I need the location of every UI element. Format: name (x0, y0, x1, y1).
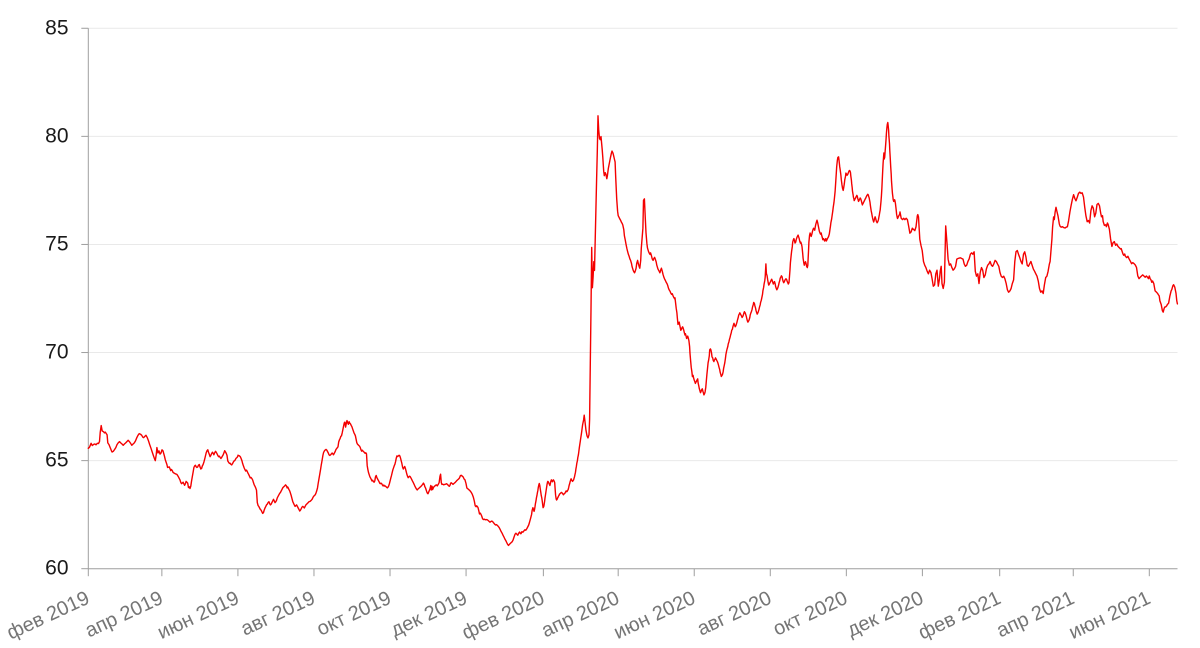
svg-text:июн 2021: июн 2021 (1066, 587, 1154, 644)
svg-text:авг 2019: авг 2019 (238, 587, 319, 640)
svg-text:фев 2019: фев 2019 (4, 587, 93, 644)
svg-text:60: 60 (45, 557, 68, 580)
svg-text:дек 2020: дек 2020 (844, 587, 927, 641)
svg-text:апр 2020: апр 2020 (538, 587, 623, 642)
svg-text:июн 2019: июн 2019 (154, 587, 242, 644)
svg-text:окт 2020: окт 2020 (770, 587, 851, 640)
svg-text:апр 2021: апр 2021 (993, 587, 1078, 642)
svg-text:окт 2019: окт 2019 (313, 587, 394, 640)
svg-text:75: 75 (45, 232, 68, 255)
svg-text:июн 2020: июн 2020 (610, 587, 698, 644)
svg-text:апр 2019: апр 2019 (82, 587, 167, 642)
svg-text:70: 70 (45, 341, 68, 364)
svg-text:65: 65 (45, 449, 68, 472)
svg-text:80: 80 (45, 124, 68, 147)
svg-text:фев 2021: фев 2021 (915, 587, 1004, 644)
svg-text:85: 85 (45, 16, 68, 39)
svg-text:дек 2019: дек 2019 (387, 587, 470, 641)
svg-text:авг 2020: авг 2020 (694, 587, 775, 640)
svg-text:фев 2020: фев 2020 (459, 587, 548, 644)
